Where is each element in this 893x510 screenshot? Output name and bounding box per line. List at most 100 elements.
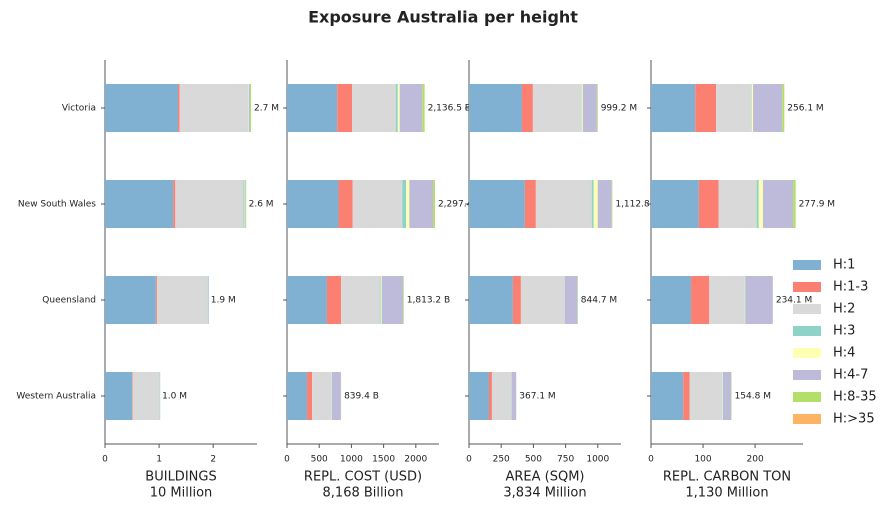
legend-label: H:4 xyxy=(833,346,855,361)
total-label: 844.7 M xyxy=(581,296,617,306)
bar-segment xyxy=(395,84,398,132)
bar-segment xyxy=(597,180,612,228)
legend-label: H:2 xyxy=(833,302,855,317)
bar-segment xyxy=(744,276,745,324)
bar-segment xyxy=(105,276,156,324)
bar-segment xyxy=(248,84,249,132)
bar-segment xyxy=(651,276,692,324)
total-label: 277.9 M xyxy=(799,200,835,210)
x-axis-sublabel: 10 Million xyxy=(150,486,213,501)
y-tick-label: Western Australia xyxy=(16,392,96,402)
x-axis-label: REPL. COST (USD) xyxy=(304,470,422,485)
bar-segment xyxy=(287,180,339,228)
bar-segment xyxy=(580,84,582,132)
bar-segment xyxy=(758,180,763,228)
bar-segment xyxy=(469,84,522,132)
x-tick-label: 1500 xyxy=(372,455,395,465)
bar-segment xyxy=(756,180,759,228)
x-tick-label: 200 xyxy=(747,455,764,465)
bar-segment xyxy=(287,276,327,324)
total-label: 1.9 M xyxy=(211,296,236,306)
bar-segment xyxy=(208,276,209,324)
bar-segment xyxy=(581,84,583,132)
total-label: 367.1 M xyxy=(519,392,555,402)
bar-segment xyxy=(469,276,513,324)
bar-segment xyxy=(105,180,174,228)
bar-segment xyxy=(326,276,342,324)
x-tick-label: 0 xyxy=(466,455,472,465)
bar-segment xyxy=(244,180,246,228)
x-tick-label: 500 xyxy=(311,455,328,465)
bar-segment xyxy=(156,276,208,324)
bar-segment xyxy=(105,84,179,132)
bar-segment xyxy=(718,180,757,228)
bar-segment xyxy=(380,276,382,324)
bar-segment xyxy=(337,84,353,132)
total-label: 1,112.8 M xyxy=(615,200,660,210)
bar-segment xyxy=(751,84,754,132)
bar-segment xyxy=(651,84,696,132)
total-label: 154.8 M xyxy=(735,392,771,402)
x-axis-label: AREA (SQM) xyxy=(505,470,584,485)
bar-segment xyxy=(352,84,396,132)
bar-segment xyxy=(402,180,407,228)
legend-label: H:8-35 xyxy=(833,390,877,405)
legend-swatch xyxy=(793,304,821,314)
bar-segment xyxy=(721,372,723,420)
total-label: 2,297.4 B xyxy=(438,200,481,210)
bar-segment xyxy=(287,84,338,132)
total-label: 1.0 M xyxy=(162,392,187,402)
bar-segment xyxy=(611,180,613,228)
bar-segment xyxy=(488,372,492,420)
bar-segment xyxy=(245,180,247,228)
bar-segment xyxy=(491,372,511,420)
bar-segment xyxy=(469,372,489,420)
bar-segment xyxy=(403,276,404,324)
x-tick-label: 2000 xyxy=(404,455,427,465)
total-label: 256.1 M xyxy=(787,104,823,114)
bar-segment xyxy=(651,180,699,228)
bar-segment xyxy=(159,372,161,420)
total-label: 2.6 M xyxy=(249,200,274,210)
bar-segment xyxy=(312,372,332,420)
bar-segment xyxy=(245,180,246,228)
bar-segment xyxy=(155,276,157,324)
x-axis-sublabel: 3,834 Million xyxy=(503,486,586,501)
legend-swatch xyxy=(793,370,821,380)
bar-segment xyxy=(591,180,594,228)
legend-label: H:3 xyxy=(833,324,855,339)
bar-segment xyxy=(689,372,722,420)
bar-segment xyxy=(178,84,180,132)
bar-segment xyxy=(716,84,751,132)
bar-segment xyxy=(249,84,252,132)
bar-segment xyxy=(331,372,341,420)
bar-segment xyxy=(248,84,250,132)
total-label: 2.7 M xyxy=(254,104,279,114)
bar-segment xyxy=(511,372,517,420)
chart-title: Exposure Australia per height xyxy=(308,8,578,27)
total-label: 1,813.2 B xyxy=(407,296,450,306)
bar-segment xyxy=(433,180,435,228)
legend-swatch xyxy=(793,414,821,424)
bar-segment xyxy=(722,372,723,420)
total-label: 234.1 M xyxy=(776,296,812,306)
x-tick-label: 1000 xyxy=(586,455,609,465)
bar-segment xyxy=(175,180,244,228)
bar-segment xyxy=(399,84,423,132)
bar-segment xyxy=(307,372,313,420)
bar-segment xyxy=(683,372,690,420)
bar-segment xyxy=(532,84,581,132)
y-tick-label: Queensland xyxy=(42,296,96,306)
bar-segment xyxy=(469,180,525,228)
total-label: 999.2 M xyxy=(601,104,637,114)
bar-segment xyxy=(722,372,732,420)
bar-segment xyxy=(564,276,578,324)
x-axis-sublabel: 1,130 Million xyxy=(685,486,768,501)
bar-segment xyxy=(406,180,410,228)
bar-segment xyxy=(744,276,746,324)
legend-swatch xyxy=(793,260,821,270)
y-tick-label: Victoria xyxy=(62,104,96,114)
bar-segment xyxy=(793,180,796,228)
x-tick-label: 250 xyxy=(493,455,510,465)
